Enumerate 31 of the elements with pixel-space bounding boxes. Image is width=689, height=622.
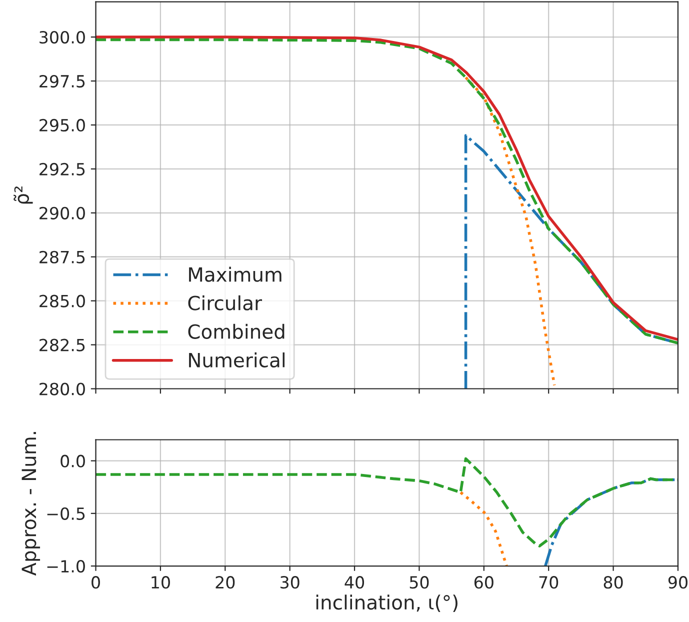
y-tick-label: −0.5 bbox=[47, 507, 85, 520]
y-tick-label: 292.5 bbox=[40, 162, 85, 176]
legend-label: Circular bbox=[188, 295, 262, 310]
legend-label: Combined bbox=[188, 324, 284, 339]
x-tick-label: 90 bbox=[668, 576, 688, 589]
x-tick-label: 0 bbox=[92, 576, 100, 589]
x-tick-label: 40 bbox=[344, 576, 364, 589]
y-axis-title: Approx. - Num. bbox=[22, 432, 40, 576]
legend-label: Numerical bbox=[189, 352, 285, 368]
line-series bbox=[459, 490, 508, 566]
y-tick-label: 300.0 bbox=[40, 31, 85, 44]
y-tick-label: 282.5 bbox=[40, 338, 85, 352]
y-tick-label: −1.0 bbox=[47, 560, 85, 573]
x-tick-label: 10 bbox=[152, 576, 170, 589]
x-axis-title: inclination, ι(°) bbox=[316, 594, 458, 612]
y-tick-label: 285.0 bbox=[40, 294, 85, 308]
y-tick-label: 287.5 bbox=[40, 250, 85, 264]
y-tick-label: 290.0 bbox=[40, 206, 85, 220]
legend-label: Maximum bbox=[189, 266, 282, 282]
x-tick-label: 20 bbox=[216, 576, 235, 589]
x-tick-label: 60 bbox=[474, 576, 494, 589]
y-tick-label: 0.0 bbox=[60, 454, 85, 468]
y-axis-title: ρ̃² bbox=[14, 186, 33, 204]
y-tick-label: 295.0 bbox=[40, 118, 85, 132]
x-tick-label: 80 bbox=[604, 576, 623, 589]
y-tick-label: 297.5 bbox=[40, 74, 85, 88]
line-series bbox=[464, 76, 556, 387]
y-tick-label: 280.0 bbox=[40, 382, 85, 396]
x-tick-label: 70 bbox=[539, 576, 558, 589]
x-tick-label: 30 bbox=[280, 576, 300, 589]
x-tick-label: 50 bbox=[410, 576, 429, 589]
